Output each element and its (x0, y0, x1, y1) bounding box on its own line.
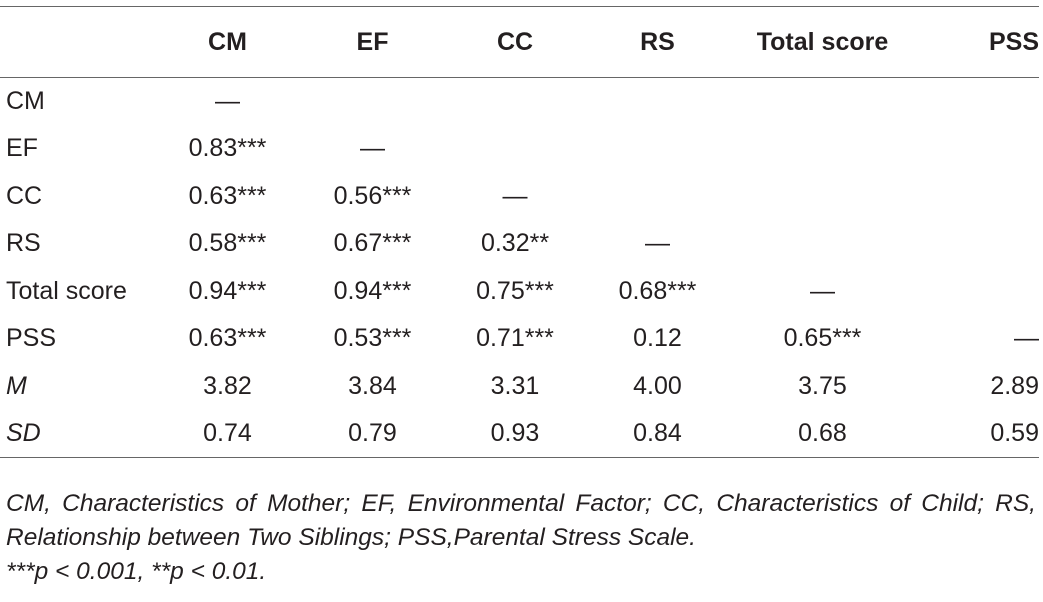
abbreviation-note: CM, Characteristics of Mother; EF, Envir… (6, 490, 1036, 551)
table-cell (915, 220, 1039, 268)
column-header: RS (585, 6, 730, 78)
table-cell (585, 78, 730, 126)
table-cell (915, 78, 1039, 126)
row-label: PSS (6, 324, 57, 353)
table-cell: 0.94*** (333, 276, 412, 305)
table-cell: 3.75 (798, 371, 847, 400)
table-cell: 3.31 (490, 371, 540, 400)
table-footnotes: CM, Characteristics of Mother; EF, Envir… (6, 487, 1036, 589)
table-row: M 3.82 3.84 3.31 4.00 3.75 2.89 (0, 363, 1039, 411)
table-row: RS 0.58*** 0.67*** 0.32** — (0, 220, 1039, 268)
table-cell (585, 125, 730, 173)
table-cell (585, 173, 730, 221)
table-row: CC 0.63*** 0.56*** — (0, 173, 1039, 221)
table-cell: 0.68*** (618, 276, 697, 305)
table-cell: 0.75*** (476, 276, 554, 305)
table-cell: 0.84 (585, 410, 730, 458)
table-cell: 0.32** (480, 229, 550, 258)
table-cell: 0.79 (300, 410, 445, 458)
table-cell (915, 125, 1039, 173)
table-cell: 0.59 (915, 410, 1039, 458)
column-header: Total score (730, 6, 915, 78)
table-cell: — (215, 87, 240, 115)
table-cell (730, 125, 915, 173)
correlation-table: CM EF CC RS Total score PSS CM — EF 0.83*** — CC 0.… (0, 6, 1039, 458)
table-cell: 0.56*** (333, 181, 412, 210)
table-cell: 0.68 (730, 410, 915, 458)
table-cell (915, 268, 1039, 316)
table-row: SD 0.74 0.79 0.93 0.84 0.68 0.59 (0, 410, 1039, 458)
table-cell: — (502, 181, 528, 210)
table-cell: 4.00 (633, 371, 682, 400)
row-label: EF (6, 134, 38, 163)
table-row: Total score 0.94*** 0.94*** 0.75*** 0.68*** — (0, 268, 1039, 316)
table-cell: 0.53*** (333, 324, 412, 353)
table-cell (445, 125, 585, 173)
table-cell: 0.93 (445, 410, 585, 458)
table-cell: 0.83*** (188, 134, 267, 163)
row-label: M (6, 371, 27, 400)
row-label: CC (6, 181, 43, 210)
header-corner-cell (0, 6, 155, 78)
table-cell (915, 173, 1039, 221)
table-cell: 0.12 (633, 324, 682, 353)
table-row: CM — (0, 78, 1039, 126)
table-cell: 0.71*** (476, 324, 554, 353)
table-row: PSS 0.63*** 0.53*** 0.71*** 0.12 0.65*** — (0, 315, 1039, 363)
header-row: CM EF CC RS Total score PSS (0, 6, 1039, 78)
row-label: Total score (6, 276, 127, 305)
table-cell: 0.58*** (188, 229, 267, 258)
table-cell: — (645, 229, 670, 258)
column-header: EF (300, 6, 445, 78)
table-cell: 0.67*** (333, 229, 412, 258)
table-cell: 0.63*** (188, 181, 267, 210)
column-header: CC (445, 6, 585, 78)
table-header: CM EF CC RS Total score PSS (0, 6, 1039, 78)
table-cell: 3.82 (203, 371, 252, 400)
table-cell: 2.89 (990, 371, 1039, 400)
column-header: CM (155, 6, 300, 78)
row-label: CM (6, 87, 45, 115)
table-cell: — (1014, 324, 1039, 353)
table-cell: — (810, 276, 835, 305)
row-label: SD (0, 410, 155, 458)
table-cell: 0.94*** (188, 276, 267, 305)
table-cell (445, 78, 585, 126)
table-cell (730, 173, 915, 221)
table-cell (730, 220, 915, 268)
table-cell: — (360, 134, 385, 163)
table-cell: 0.74 (155, 410, 300, 458)
significance-note: ***p < 0.001, **p < 0.01. (6, 558, 267, 585)
table-cell: 0.63*** (188, 324, 267, 353)
column-header: PSS (915, 6, 1039, 78)
table-cell: 0.65*** (783, 324, 862, 353)
table-cell: 3.84 (348, 371, 397, 400)
table-row: EF 0.83*** — (0, 125, 1039, 173)
table-cell (300, 78, 445, 126)
row-label: RS (6, 229, 41, 258)
table-body: CM — EF 0.83*** — CC 0.63*** 0.56*** — RS 0.58*** 0… (0, 78, 1039, 458)
table-cell (730, 78, 915, 126)
